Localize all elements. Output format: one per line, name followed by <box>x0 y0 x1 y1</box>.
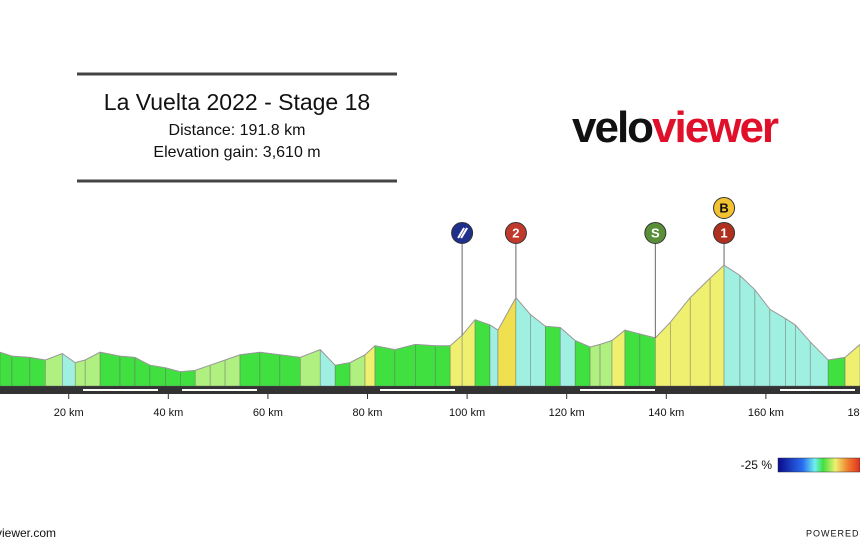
gradient-segment <box>461 319 476 387</box>
gradient-label: -25 % <box>741 458 773 472</box>
gradient-segment <box>785 318 796 387</box>
profile-line <box>0 264 860 373</box>
gradient-segment <box>435 345 451 387</box>
climb-marker <box>713 222 736 244</box>
gradient-segment <box>530 314 546 387</box>
footer-url: viewer.com <box>0 526 56 540</box>
elevation-gain: Elevation gain: 3,610 m <box>153 144 320 161</box>
gradient-segment <box>449 334 463 387</box>
gradient-segment <box>29 357 46 387</box>
gradient-segment <box>45 353 63 387</box>
gradient-segment <box>374 345 396 387</box>
gradient-segment <box>0 351 13 387</box>
distance: Distance: 191.8 km <box>169 122 306 139</box>
gradient-segment <box>319 349 336 387</box>
gradient-segment <box>84 351 101 387</box>
gradient-segment <box>349 354 366 387</box>
gradient-segment <box>279 354 301 387</box>
x-tick-label: 120 km <box>549 407 585 419</box>
gradient-segment <box>300 349 321 387</box>
gradient-segment <box>574 340 591 387</box>
gradient-segment <box>119 355 136 387</box>
footer-powered: POWERED <box>806 528 860 538</box>
gradient-segment <box>415 344 436 387</box>
gradient-segment <box>624 329 641 387</box>
gradient-segment <box>259 351 281 387</box>
gradient-segment <box>709 264 725 387</box>
x-tick-label: 20 km <box>54 407 84 419</box>
gradient-segment <box>655 321 671 387</box>
marker-icon <box>457 227 465 239</box>
x-tick-label: 60 km <box>253 407 283 419</box>
gradient-segment <box>474 319 491 387</box>
title: La Vuelta 2022 - Stage 18 <box>104 89 370 115</box>
gradient-segment <box>497 297 517 387</box>
gradient-segment <box>739 275 756 387</box>
climb-marker <box>713 197 736 219</box>
gradient-segment <box>589 344 601 387</box>
gradient-segment <box>754 289 771 387</box>
x-tick-label: 80 km <box>353 407 383 419</box>
gradient-segment <box>545 325 561 387</box>
gradient-segment <box>180 370 196 387</box>
profile <box>0 264 860 387</box>
gradient-segment <box>11 355 31 387</box>
gradient-segment <box>723 264 741 387</box>
marker-label: 2 <box>512 225 519 240</box>
marker-icon <box>460 227 468 239</box>
gradient-segment <box>239 351 261 387</box>
gradient-segment <box>99 351 121 387</box>
gradient-segment <box>74 359 86 387</box>
marker-label: 1 <box>720 225 727 240</box>
x-tick-label: 40 km <box>153 407 183 419</box>
logo: veloviewer <box>572 103 779 152</box>
x-tick-label: 180 km <box>847 407 860 419</box>
logo-velo: velo <box>572 103 653 152</box>
gradient-segment <box>827 357 846 387</box>
gradient-segment <box>149 364 166 387</box>
gradient-segment <box>670 297 691 387</box>
gradient-segment <box>639 333 656 387</box>
x-tick-label: 140 km <box>648 407 684 419</box>
gradient-segment <box>599 340 613 387</box>
gradient-segment <box>515 297 531 387</box>
marker-label: B <box>719 200 728 215</box>
climb-marker <box>644 222 667 244</box>
climb-marker <box>504 222 527 244</box>
gradient-segment <box>364 345 376 387</box>
gradient-segment <box>394 344 416 387</box>
gradient-segment <box>810 341 829 387</box>
gradient-bar <box>777 457 860 473</box>
logo-viewer: viewer <box>652 103 779 152</box>
x-tick-label: 100 km <box>449 407 485 419</box>
gradient-segment <box>489 324 499 387</box>
x-tick-label: 160 km <box>748 407 784 419</box>
gradient-segment <box>165 367 181 387</box>
marker-label: S <box>651 225 660 240</box>
gradient-segment <box>560 327 576 387</box>
gradient-segment <box>334 362 351 387</box>
gradient-segment <box>769 308 786 387</box>
